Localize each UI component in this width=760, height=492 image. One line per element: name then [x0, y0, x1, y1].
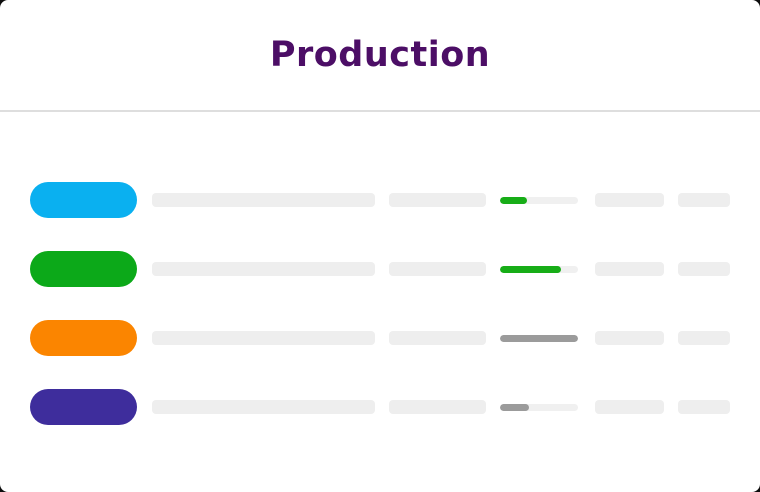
placeholder-bar-small — [595, 400, 664, 414]
category-pill[interactable] — [30, 389, 137, 425]
placeholder-bar-medium — [389, 262, 486, 276]
progress-fill — [500, 334, 578, 342]
table-row-row-3 — [0, 320, 760, 356]
placeholder-bar-medium — [389, 400, 486, 414]
progress-bar — [500, 265, 578, 273]
category-pill[interactable] — [30, 251, 137, 287]
placeholder-bar-long — [152, 262, 375, 276]
placeholder-bar-long — [152, 193, 375, 207]
table-row-row-2 — [0, 251, 760, 287]
placeholder-bar-tiny — [678, 400, 730, 414]
progress-bar — [500, 196, 578, 204]
category-pill[interactable] — [30, 182, 137, 218]
placeholder-bar-small — [595, 193, 664, 207]
placeholder-bar-medium — [389, 331, 486, 345]
placeholder-bar-long — [152, 331, 375, 345]
placeholder-bar-tiny — [678, 262, 730, 276]
header-divider — [0, 110, 760, 112]
table-row-row-1 — [0, 182, 760, 218]
card-header: Production — [0, 0, 760, 110]
progress-bar — [500, 334, 578, 342]
progress-fill — [500, 265, 561, 273]
progress-bar — [500, 403, 578, 411]
placeholder-bar-long — [152, 400, 375, 414]
placeholder-bar-small — [595, 331, 664, 345]
page-title: Production — [269, 35, 491, 75]
placeholder-bar-tiny — [678, 331, 730, 345]
progress-fill — [500, 403, 529, 411]
placeholder-bar-small — [595, 262, 664, 276]
placeholder-bar-tiny — [678, 193, 730, 207]
progress-fill — [500, 196, 528, 204]
table-row-row-4 — [0, 389, 760, 425]
category-pill[interactable] — [30, 320, 137, 356]
rows-container — [0, 112, 760, 425]
placeholder-bar-medium — [389, 193, 486, 207]
